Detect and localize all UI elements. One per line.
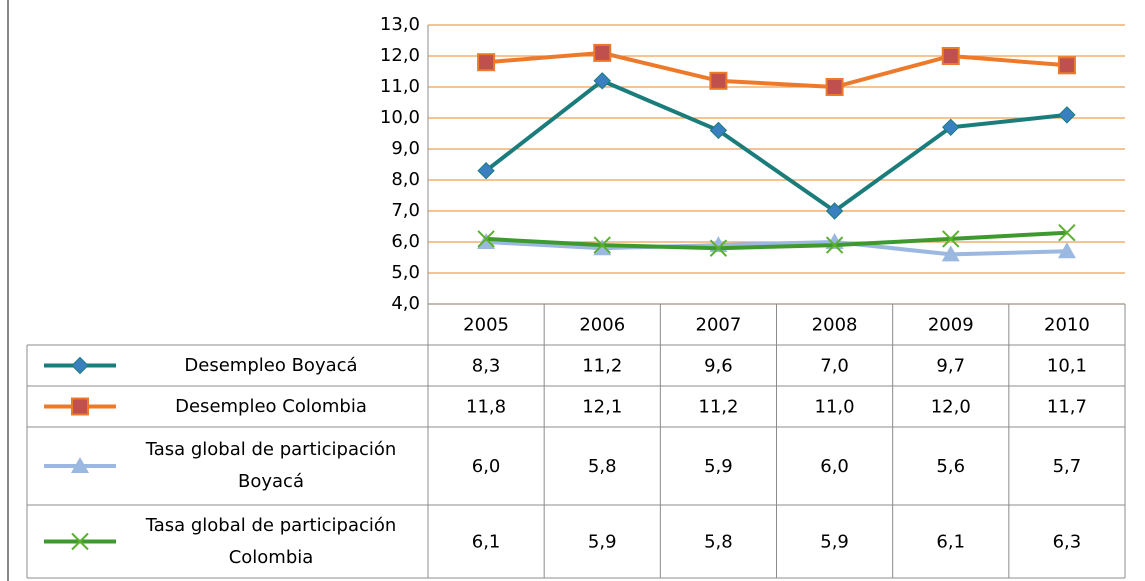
marker [593,239,612,256]
data-label: 6,0 [820,456,849,477]
data-label: 8,3 [472,356,501,377]
data-label: 6,3 [1053,532,1082,553]
y-tick-label: 6,0 [391,231,420,252]
x-tick-label: 2008 [812,315,858,336]
marker [71,356,89,375]
marker [941,47,960,65]
legend-cell: Tasa global de participación Colombia [145,514,397,568]
marker [593,72,611,90]
marker [709,239,728,257]
legend-label: Desempleo Boyacá [184,354,358,376]
marker [825,78,844,96]
data-label: 5,9 [820,532,849,553]
data-label: 12,1 [582,397,622,418]
marker [477,233,496,249]
marker [825,202,844,220]
marker [71,397,89,416]
data-label: 11,8 [466,397,506,418]
y-tick-label: 5,0 [391,262,420,283]
x-tick-label: 2010 [1044,315,1090,336]
marker [1057,242,1076,259]
legend-cell: Tasa global de participación Boyacá [145,439,397,492]
legend-label: Tasa global de participación Colombia [145,514,397,568]
marker [71,457,89,473]
y-tick-label: 8,0 [391,169,420,190]
marker [593,236,611,254]
series-line [485,230,1068,251]
x-tick-label: 2009 [928,315,974,336]
legend-label: Desempleo Colombia [175,395,367,417]
series-line [484,78,1068,214]
y-tick-label: 11,0 [380,76,420,97]
data-label: 11,2 [582,356,622,377]
data-label: 5,8 [588,456,617,477]
data-label: 5,9 [704,456,733,477]
data-label: 6,1 [472,532,501,553]
data-label: 9,7 [936,356,965,377]
data-label: 6,0 [472,456,501,477]
marker [477,161,495,180]
marker [71,532,89,551]
data-label: 6,1 [936,532,965,553]
data-label: 10,1 [1047,356,1087,377]
x-tick-label: 2005 [463,315,509,336]
data-label: 9,6 [704,356,733,377]
y-tick-label: 7,0 [391,200,420,221]
x-tick-label: 2007 [696,315,742,336]
marker [593,43,612,62]
data-label: 11,7 [1047,397,1087,418]
series-line [485,50,1068,90]
x-tick-label: 2006 [579,315,625,336]
y-tick-label: 12,0 [380,45,420,66]
marker [825,236,844,254]
data-label: 5,9 [588,532,617,553]
marker [1058,106,1076,124]
data-label: 12,0 [931,397,971,418]
marker [477,230,495,248]
legend-cell: Desempleo Boyacá [184,354,358,376]
legend-cell: Desempleo Colombia [175,395,367,417]
marker [709,121,728,140]
marker [942,118,960,137]
marker [709,71,728,90]
data-label: 11,0 [815,397,855,418]
marker [477,53,496,72]
legend-label: Tasa global de participación Boyacá [145,439,397,492]
y-tick-label: 4,0 [391,293,420,314]
data-label: 5,7 [1053,456,1082,477]
marker [941,245,960,262]
marker [1058,223,1076,242]
data-label: 11,2 [698,397,738,418]
y-tick-label: 13,0 [380,14,420,35]
data-label: 5,8 [704,532,733,553]
marker [1057,56,1076,75]
marker [942,230,960,248]
data-label: 5,6 [936,456,965,477]
data-label: 7,0 [820,356,849,377]
y-tick-label: 10,0 [380,107,420,128]
y-tick-label: 9,0 [391,138,420,159]
series-line [485,239,1067,257]
